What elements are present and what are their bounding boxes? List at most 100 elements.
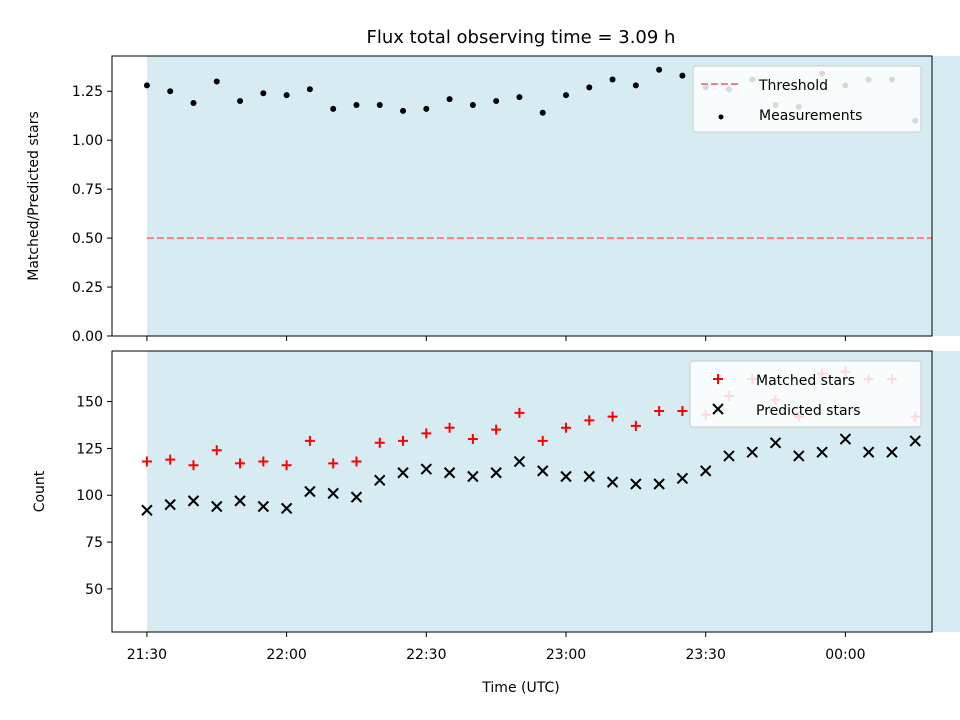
matched-stars-point [165, 454, 176, 465]
chart-title: Flux total observing time = 3.09 h [367, 27, 676, 48]
x-tick-label: 21:30 [127, 647, 167, 663]
matched-stars-point [537, 435, 548, 446]
predicted-stars-point [257, 500, 270, 513]
plot-frame [111, 55, 933, 337]
matched-stars-point [584, 415, 595, 426]
matched-stars-point [141, 456, 152, 467]
predicted-stars-point [653, 478, 665, 490]
plot-frame [111, 350, 933, 633]
matched-stars-point [188, 460, 199, 471]
measurements-point [586, 84, 593, 91]
measurements-point [143, 82, 150, 89]
measurements-point [400, 107, 407, 114]
legend-matched-swatch [713, 374, 723, 384]
predicted-stars-point [141, 504, 153, 516]
measurements-point [353, 101, 360, 108]
y-tick-label: 0.75 [72, 182, 103, 198]
x-tick-label: 23:00 [546, 647, 586, 663]
predicted-stars-point [909, 435, 921, 447]
predicted-stars-point [164, 498, 176, 511]
measurements-point [260, 90, 267, 97]
predicted-stars-point [606, 476, 619, 488]
measurements-point [493, 98, 500, 105]
predicted-stars-point [583, 470, 595, 483]
measurements-point [446, 96, 453, 103]
legend: Matched stars Predicted stars [689, 360, 922, 428]
measurements-point [469, 101, 476, 108]
matched-stars-point [351, 456, 362, 467]
y-tick-label: 150 [76, 395, 103, 411]
measurements-point [539, 109, 546, 116]
predicted-stars-point [350, 491, 363, 503]
y-axis-label: Matched/Predicted stars [26, 111, 42, 281]
measurements-point [190, 99, 197, 106]
predicted-stars-point [234, 495, 246, 507]
predicted-stars-point [537, 465, 549, 477]
predicted-stars-point [443, 467, 456, 479]
measurements-point [656, 66, 663, 73]
measurements-point [167, 88, 174, 95]
matched-stars-point [398, 435, 409, 446]
measurements-point [306, 86, 313, 93]
legend-box [692, 65, 922, 133]
x-tick-label: 00:00 [825, 647, 865, 663]
predicted-stars-point [490, 467, 502, 479]
matched-stars-point [328, 458, 339, 469]
predicted-stars-point [327, 487, 339, 500]
y-tick-label: 125 [76, 441, 103, 457]
matched-stars-point [258, 456, 269, 467]
legend: Threshold Measurements [692, 65, 922, 133]
predicted-stars-point [839, 433, 852, 445]
matched-stars-point [444, 422, 455, 433]
predicted-stars-point [630, 478, 642, 490]
matched-stars-point [491, 424, 502, 435]
legend-box [689, 360, 922, 428]
predicted-stars-point [793, 450, 805, 462]
legend-predicted-swatch [712, 403, 724, 415]
y-tick-label: 0.25 [72, 280, 103, 296]
measurements-point [213, 78, 220, 85]
y-tick-label: 75 [85, 535, 103, 551]
predicted-stars-point [769, 437, 782, 449]
matched-stars-point [677, 405, 688, 416]
matched-stars-point [607, 411, 618, 422]
matched-stars-point [304, 435, 315, 446]
predicted-stars-point [699, 465, 712, 477]
predicted-stars-point [513, 455, 526, 468]
x-tick-label: 22:00 [266, 647, 306, 663]
y-tick-label: 1.25 [72, 84, 103, 100]
legend-measurements-swatch [718, 114, 724, 120]
measurements-point [423, 105, 430, 112]
legend-label: Matched stars [756, 373, 855, 389]
matched-stars-point [630, 420, 641, 431]
predicted-stars-point [676, 472, 689, 485]
predicted-stars-point [560, 470, 572, 483]
measurements-point [330, 105, 337, 112]
y-tick-label: 0.00 [72, 329, 103, 345]
predicted-stars-point [280, 502, 293, 515]
predicted-stars-point [420, 463, 433, 475]
matched-stars-point [561, 422, 572, 433]
matched-stars-point [235, 458, 246, 469]
measurements-point [632, 82, 639, 89]
matched-stars-point [467, 434, 478, 445]
x-tick-label: 23:30 [686, 647, 726, 663]
y-tick-label: 0.50 [72, 231, 103, 247]
matched-stars-point [211, 445, 222, 456]
measurements-point [237, 98, 244, 105]
y-axis-label: Count [32, 470, 48, 512]
measurements-point [376, 101, 383, 108]
matched-stars-point [654, 405, 665, 416]
counts-panel: 50 75 100 125 150 21:30 22:00 22:30 23:00 23:30 00… [32, 350, 960, 663]
matched-stars-point [514, 407, 525, 418]
matched-stars-point [281, 460, 292, 471]
predicted-stars-point [746, 446, 758, 458]
measurements-panel: 0.00 0.25 0.50 0.75 1.00 1.25 Matched/Predicte… [26, 55, 960, 345]
measurements-point [563, 92, 570, 99]
x-tick-label: 22:30 [406, 647, 446, 663]
matched-stars-point [421, 428, 432, 439]
legend-label: Measurements [759, 108, 862, 124]
matched-stars-point [374, 437, 385, 448]
measurements-point [679, 72, 686, 79]
